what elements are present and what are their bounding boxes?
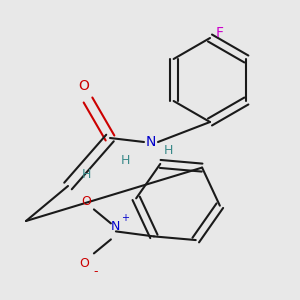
Text: H: H <box>120 154 130 166</box>
Text: O: O <box>81 195 91 208</box>
Text: O: O <box>79 257 89 270</box>
Text: F: F <box>216 26 224 40</box>
Text: N: N <box>146 135 156 149</box>
Text: O: O <box>79 79 89 93</box>
Text: H: H <box>163 143 173 157</box>
Text: -: - <box>94 265 98 278</box>
Text: H: H <box>81 167 91 181</box>
Text: N: N <box>111 220 121 233</box>
Text: +: + <box>121 213 129 224</box>
